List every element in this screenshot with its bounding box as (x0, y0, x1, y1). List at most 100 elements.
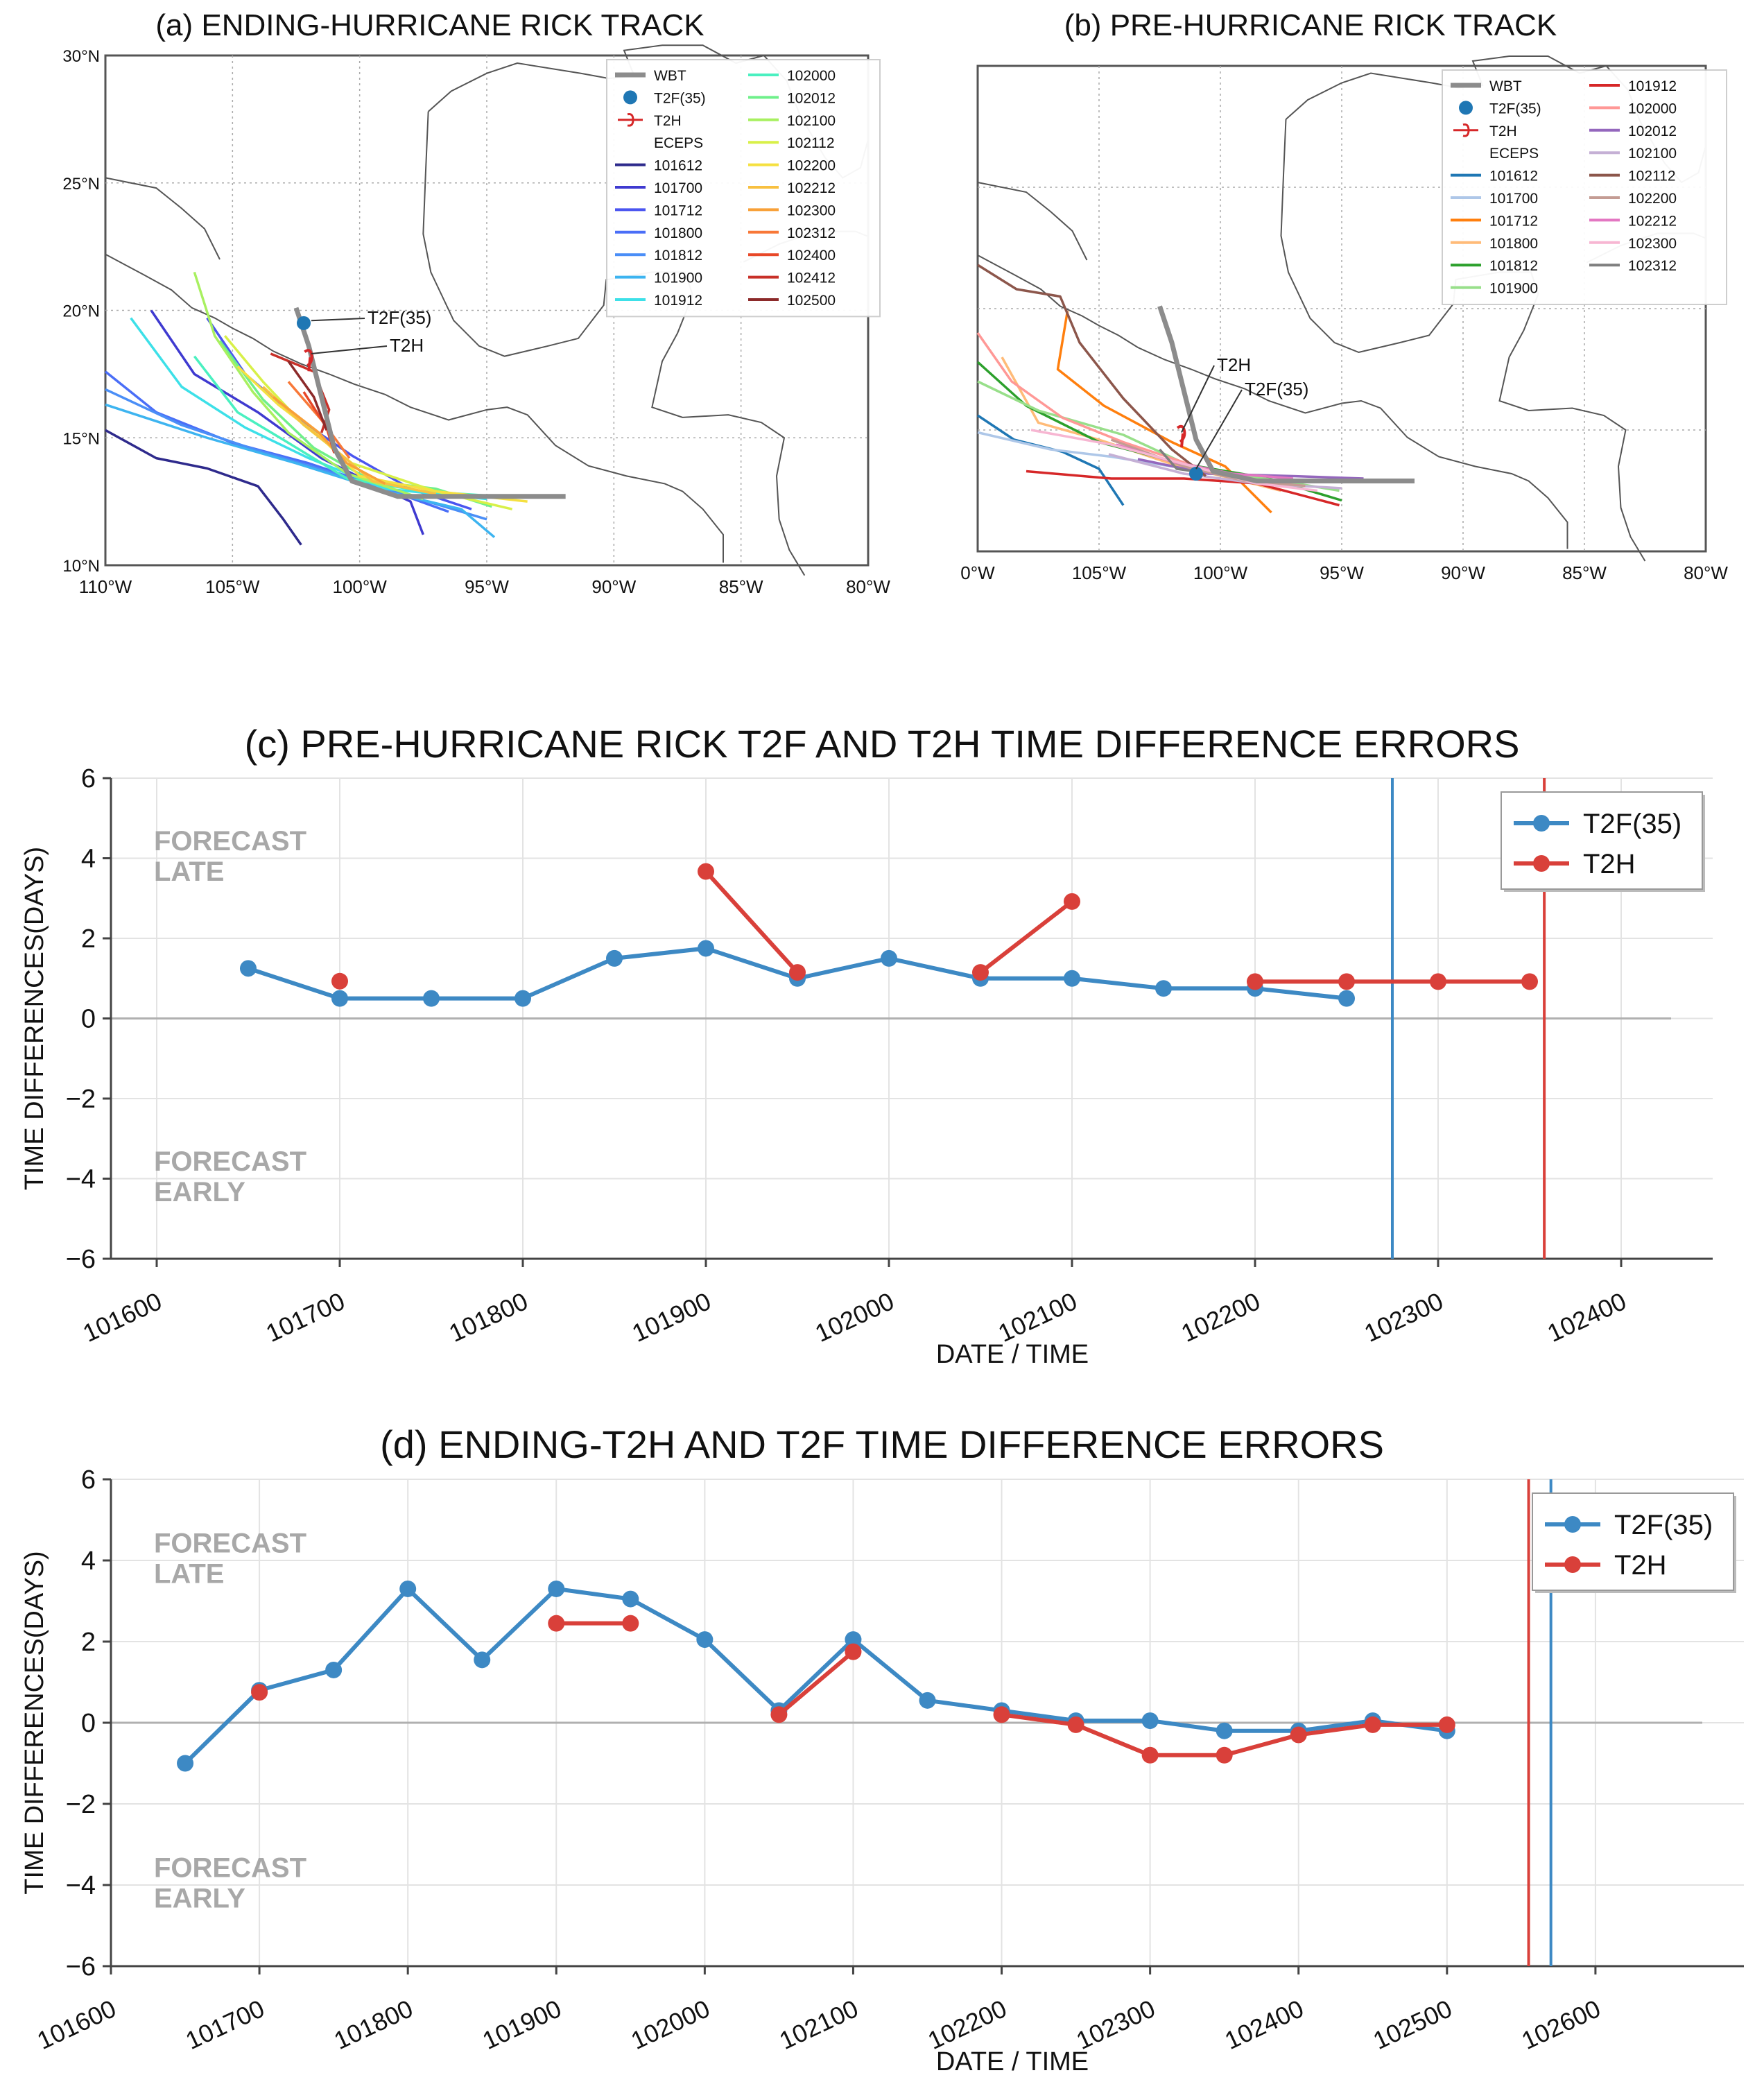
legend-label: T2F(35) (1489, 101, 1541, 117)
forecast-late-label: LATE (154, 1558, 224, 1589)
chart-d: −6 −4 −2 0 2 4 6 101600 101700 101800 101900 102000… (20, 1467, 1744, 2076)
map-b: 0°W 105°W 100°W 95°W 90°W 85°W 80°W T2H T2F(35) W… (960, 55, 1728, 583)
ensemble-track (1026, 470, 1340, 507)
data-point (1067, 1716, 1084, 1733)
annotation-arrow (311, 345, 388, 354)
y-tick-label: −6 (66, 1245, 96, 1274)
y-tick-label: 0 (81, 1709, 96, 1738)
legend-label: 101800 (1489, 236, 1538, 252)
x-tick-label: 102400 (1220, 1994, 1308, 2055)
x-tick-label: 102200 (924, 1994, 1011, 2055)
lon-tick-label: 0°W (960, 562, 995, 583)
series-line-t2h (979, 900, 1073, 974)
legend-label: T2F(35) (654, 90, 706, 106)
x-axis-label: DATE / TIME (936, 2047, 1089, 2076)
legend-label: 101900 (654, 270, 702, 286)
data-point (845, 1631, 862, 1649)
lon-tick-label: 105°W (1072, 562, 1127, 583)
legend-label: 102412 (787, 270, 836, 286)
y-tick-label: −2 (66, 1790, 96, 1819)
legend-swatch (623, 90, 637, 105)
data-point (1141, 1746, 1159, 1764)
data-point (1430, 973, 1446, 990)
legend-label: 102212 (1628, 213, 1677, 229)
y-tick-label: 6 (81, 1467, 96, 1495)
legend-box (606, 59, 881, 318)
legend-marker (1564, 1516, 1581, 1533)
x-axis-label: DATE / TIME (936, 1340, 1089, 1369)
ensemble-track (105, 429, 302, 546)
data-point (514, 990, 531, 1007)
legend-label: 101612 (654, 158, 702, 174)
map-a-title: (a) ENDING-HURRICANE RICK TRACK (155, 8, 704, 42)
y-axis-label: TIME DIFFERENCES(DAYS) (20, 847, 49, 1190)
data-point (1064, 893, 1080, 910)
data-point (1290, 1726, 1307, 1744)
data-point (1364, 1716, 1381, 1733)
forecast-late-label: FORECAST (154, 1528, 306, 1558)
ensemble-track (150, 309, 424, 535)
chart-c-title: (c) PRE-HURRICANE RICK T2F AND T2H TIME … (244, 722, 1520, 766)
forecast-early-label: EARLY (154, 1883, 245, 1913)
annotation-arrow (1195, 389, 1243, 470)
y-tick-label: 2 (81, 1628, 96, 1657)
data-point (622, 1615, 639, 1632)
data-point (1521, 973, 1538, 990)
data-point (240, 960, 257, 977)
coastline (977, 182, 1088, 261)
ensemble-track (105, 403, 496, 538)
legend-label: 102012 (1628, 123, 1677, 139)
data-point (1155, 980, 1172, 997)
x-tick-label: 101800 (444, 1287, 532, 1348)
lat-tick-label: 30°N (62, 47, 100, 66)
y-tick-label: −4 (66, 1165, 96, 1194)
lon-tick-label: 95°W (465, 576, 509, 597)
data-point (622, 1590, 639, 1608)
x-tick-label: 102100 (994, 1287, 1081, 1348)
map-a: 110°W 105°W 100°W 95°W 90°W 85°W 80°W 10°N 15°N 2… (62, 44, 890, 597)
lon-tick-label: 90°W (1441, 562, 1485, 583)
legend-label: ECEPS (654, 135, 703, 151)
legend-label: 102000 (1628, 101, 1677, 117)
data-point (423, 990, 440, 1007)
legend-label: 102012 (787, 90, 836, 106)
legend-label: T2H (1614, 1550, 1667, 1581)
lon-tick-label: 80°W (1684, 562, 1728, 583)
legend-label: 102100 (787, 113, 836, 129)
legend-label: 102312 (1628, 258, 1677, 274)
y-tick-label: 6 (81, 764, 96, 793)
lon-tick-label: 85°W (1562, 562, 1607, 583)
t2h-marker (304, 349, 313, 372)
legend-label: WBT (654, 68, 686, 84)
chart-c: −6 −4 −2 0 2 4 6 101600 101700 101800 101900 102000… (20, 764, 1713, 1369)
legend-label: 102200 (1628, 191, 1677, 207)
legend-label: 101700 (1489, 191, 1538, 207)
x-tick-label: 102300 (1072, 1994, 1159, 2055)
x-tick-label: 102400 (1543, 1287, 1630, 1348)
legend-box (1442, 69, 1727, 305)
legend-label: 101712 (654, 203, 702, 218)
series-line-t2h (704, 870, 799, 974)
ensemble-track (130, 317, 487, 501)
ensemble-track (1030, 429, 1318, 492)
legend-label: 101800 (654, 225, 702, 241)
data-point (177, 1755, 194, 1772)
legend-label: 102200 (787, 158, 836, 174)
lon-tick-label: 100°W (333, 576, 388, 597)
x-tick-label: 102000 (627, 1994, 714, 2055)
legend-label: 102312 (787, 225, 836, 241)
legend-swatch (1459, 101, 1473, 115)
data-point (845, 1643, 862, 1660)
annotation-label: T2F(35) (368, 307, 431, 328)
legend-label: 102100 (1628, 146, 1677, 162)
legend-label: 102212 (787, 180, 836, 196)
legend-label: T2H (1489, 123, 1517, 139)
data-point (1438, 1716, 1455, 1733)
x-tick-label: 102600 (1517, 1994, 1605, 2055)
legend-label: T2H (654, 113, 682, 129)
legend-label: 101712 (1489, 213, 1538, 229)
data-point (1216, 1722, 1233, 1739)
t2h-marker (1176, 424, 1186, 448)
forecast-early-label: FORECAST (154, 1852, 306, 1883)
legend-label: 102300 (1628, 236, 1677, 252)
